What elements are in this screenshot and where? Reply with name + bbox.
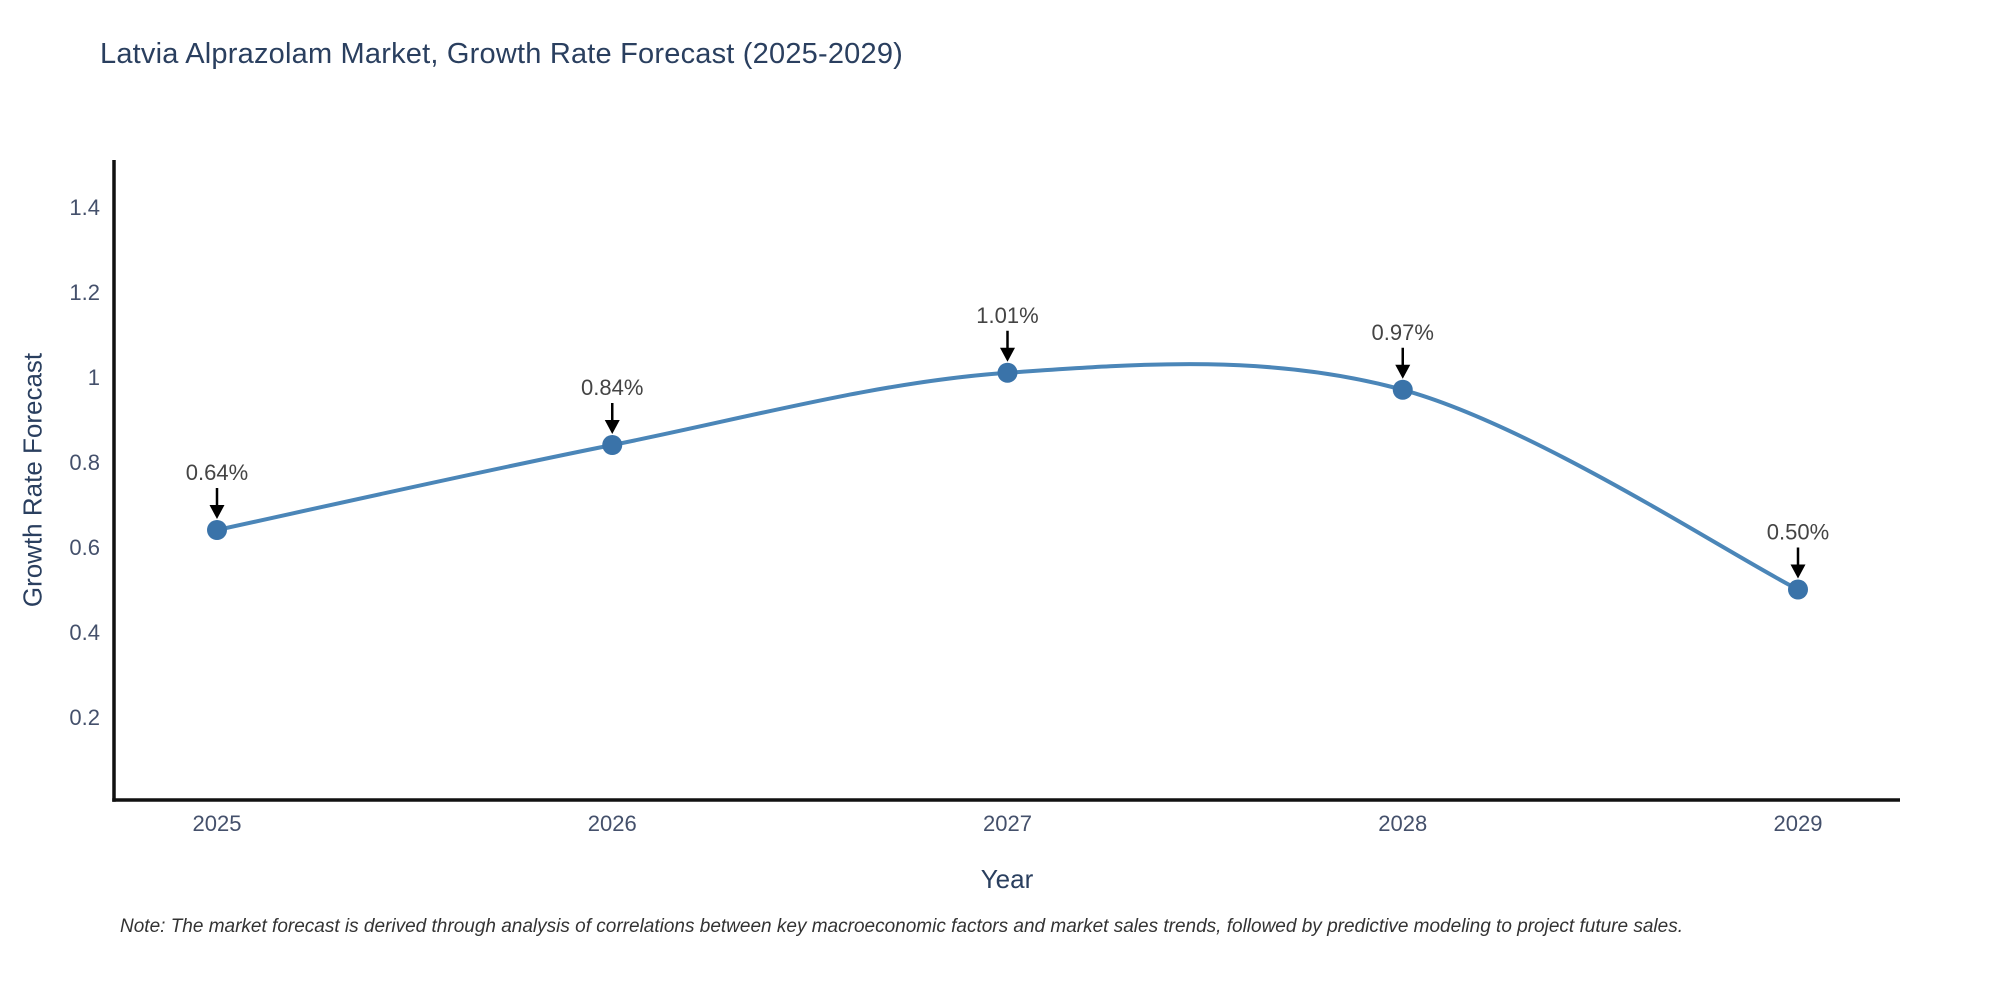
annotation-arrowhead-icon xyxy=(209,505,225,519)
data-point-2029[interactable] xyxy=(1788,579,1808,600)
annotation-arrowhead-icon xyxy=(1790,564,1806,579)
annotation-arrowhead-icon xyxy=(1395,364,1411,379)
x-tick-label: 2027 xyxy=(983,811,1032,836)
y-tick-label: 0.4 xyxy=(69,620,100,645)
data-point-2026[interactable] xyxy=(602,435,623,455)
forecast-line xyxy=(215,362,1800,592)
point-annotation: 0.97% xyxy=(1372,320,1434,345)
data-point-2028[interactable] xyxy=(1392,379,1413,400)
y-tick-label: 1.2 xyxy=(69,280,100,305)
footnote: Note: The market forecast is derived thr… xyxy=(120,916,1683,937)
annotation-arrowhead-icon xyxy=(1000,347,1015,362)
chart-title: Latvia Alprazolam Market, Growth Rate Fo… xyxy=(100,38,904,70)
y-tick-label: 0.6 xyxy=(69,535,100,560)
point-annotation: 0.84% xyxy=(581,375,643,400)
x-tick-label: 2026 xyxy=(588,811,637,836)
y-tick-label: 1.4 xyxy=(69,195,100,220)
annotation-arrowhead-icon xyxy=(604,420,620,434)
point-annotation: 0.50% xyxy=(1767,520,1829,545)
x-tick-label: 2028 xyxy=(1378,811,1427,836)
point-annotation: 1.01% xyxy=(976,303,1038,328)
x-axis-title: Year xyxy=(980,864,1034,894)
x-tick-label: 2029 xyxy=(1774,811,1823,836)
point-annotation: 0.64% xyxy=(186,460,248,485)
data-point-2027[interactable] xyxy=(997,362,1018,383)
y-tick-label: 0.2 xyxy=(69,705,100,730)
y-tick-label: 0.8 xyxy=(69,450,100,475)
data-point-2025[interactable] xyxy=(207,520,227,540)
x-tick-label: 2025 xyxy=(193,811,242,836)
y-tick-label: 1 xyxy=(88,365,100,390)
